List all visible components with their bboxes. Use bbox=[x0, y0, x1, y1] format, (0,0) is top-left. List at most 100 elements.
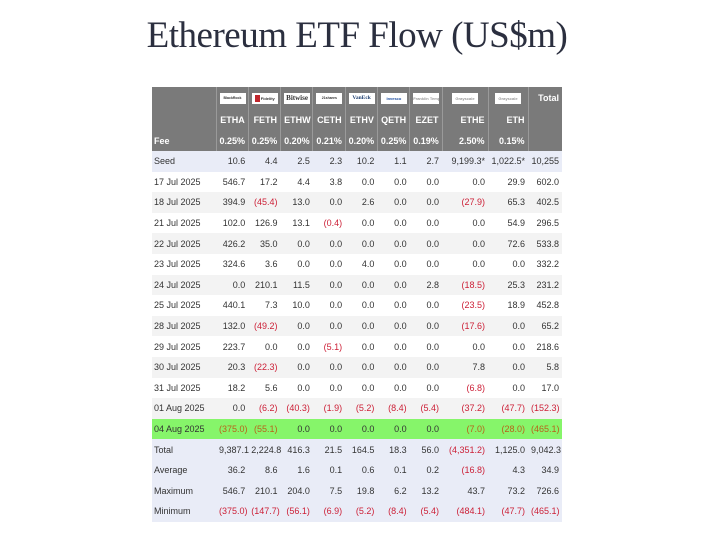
issuer-logo-icon: 21shares bbox=[316, 92, 343, 104]
flow-cell: 13.2 bbox=[409, 480, 442, 502]
flow-cell: 102.0 bbox=[216, 212, 249, 234]
flow-cell: 0.0 bbox=[409, 192, 442, 213]
issuer-logo-cell: Fidelity bbox=[247, 87, 281, 109]
flow-cell: 0.0 bbox=[345, 171, 378, 193]
flow-cell: 73.2 bbox=[488, 480, 528, 502]
flow-cell: 4.0 bbox=[345, 253, 378, 275]
flow-cell: (28.0) bbox=[488, 418, 528, 440]
issuer-logo-icon: Invesco bbox=[380, 92, 407, 104]
flow-cell: 0.0 bbox=[409, 336, 442, 357]
flow-cell: 0.0 bbox=[488, 336, 528, 357]
flow-cell: 1.1 bbox=[377, 151, 410, 172]
flow-cell: 0.0 bbox=[377, 377, 410, 399]
issuer-logo-icon: Fidelity bbox=[251, 92, 278, 104]
flow-cell: 0.0 bbox=[488, 315, 528, 337]
flow-cell: 54.9 bbox=[488, 212, 528, 234]
row-total-cell: 9,042.3 bbox=[528, 439, 562, 460]
flow-cell: 0.0 bbox=[377, 315, 410, 337]
flow-cell: 1,022.5* bbox=[488, 151, 528, 172]
issuer-logo-cell: Grayscale bbox=[441, 87, 488, 109]
flow-cell: 0.1 bbox=[377, 459, 410, 481]
flow-cell: 0.0 bbox=[442, 336, 488, 357]
fee-label: Fee bbox=[152, 130, 216, 151]
row-total-cell: 10,255 bbox=[528, 151, 562, 172]
flow-cell: (40.3) bbox=[280, 398, 313, 419]
flow-cell: 0.0 bbox=[216, 398, 249, 419]
row-total-cell: 231.2 bbox=[528, 274, 562, 296]
flow-cell: 0.0 bbox=[312, 377, 346, 399]
flow-cell: 35.0 bbox=[248, 233, 281, 254]
flow-cell: 17.2 bbox=[248, 171, 281, 193]
row-total-cell: 533.8 bbox=[528, 233, 562, 254]
flow-cell: 0.0 bbox=[248, 336, 281, 357]
etf-flow-table: BlackRock Fidelity Bitwise 21shares VanEck In… bbox=[152, 87, 562, 522]
flow-cell: (45.4) bbox=[248, 192, 281, 213]
issuer-logo-cell: Bitwise bbox=[280, 87, 313, 109]
flow-cell: 0.0 bbox=[312, 295, 346, 316]
flow-cell: 0.0 bbox=[280, 377, 313, 399]
flow-cell: (375.0) bbox=[216, 501, 249, 522]
flow-cell: 0.0 bbox=[409, 171, 442, 193]
flow-cell: 0.0 bbox=[488, 356, 528, 378]
flow-cell: (6.2) bbox=[248, 398, 281, 419]
flow-cell: 0.0 bbox=[280, 315, 313, 337]
flow-cell: 0.0 bbox=[488, 253, 528, 275]
table-row: 17 Jul 2025 546.7 17.2 4.4 3.8 0.0 0.0 0.0 0.0 29… bbox=[152, 171, 562, 193]
table-row: 31 Jul 2025 18.2 5.6 0.0 0.0 0.0 0.0 0.0 (6.8) 0.… bbox=[152, 377, 562, 399]
fee-value: 0.20% bbox=[280, 130, 313, 151]
flow-cell: 18.2 bbox=[216, 377, 249, 399]
flow-cell: 0.0 bbox=[345, 212, 378, 234]
flow-cell: (7.0) bbox=[442, 418, 488, 440]
row-label: Seed bbox=[152, 151, 216, 172]
flow-cell: 0.0 bbox=[216, 274, 249, 296]
flow-cell: 1.6 bbox=[280, 459, 313, 481]
flow-cell: 426.2 bbox=[216, 233, 249, 254]
table-row: 28 Jul 2025 132.0 (49.2) 0.0 0.0 0.0 0.0 0.0 (17… bbox=[152, 315, 562, 337]
ticker-header: FETH bbox=[247, 109, 281, 130]
flow-cell: 13.0 bbox=[280, 192, 313, 213]
flow-cell: (8.4) bbox=[377, 398, 410, 419]
summary-row: Minimum (375.0) (147.7) (56.1) (6.9) (5.2) (8.… bbox=[152, 501, 562, 522]
flow-cell: (375.0) bbox=[216, 418, 249, 440]
flow-cell: 21.5 bbox=[312, 439, 346, 460]
flow-cell: (56.1) bbox=[280, 501, 313, 522]
flow-cell: (5.4) bbox=[409, 501, 442, 522]
flow-cell: 416.3 bbox=[280, 439, 313, 460]
flow-cell: 0.0 bbox=[377, 336, 410, 357]
row-label: 01 Aug 2025 bbox=[152, 398, 216, 419]
issuer-logo-icon: Grayscale bbox=[452, 92, 478, 104]
row-total-cell: 602.0 bbox=[528, 171, 562, 193]
flow-cell: 2.8 bbox=[409, 274, 442, 296]
flow-cell: 2.7 bbox=[409, 151, 442, 172]
flow-cell: 7.8 bbox=[442, 356, 488, 378]
row-total-cell: 218.6 bbox=[528, 336, 562, 357]
row-total-cell: 5.8 bbox=[528, 356, 562, 378]
issuer-logo-text: Fidelity bbox=[260, 95, 275, 101]
flow-cell: 0.1 bbox=[312, 459, 346, 481]
flow-cell: 0.0 bbox=[312, 274, 346, 296]
fee-value: 0.25% bbox=[376, 130, 410, 151]
flow-cell: 0.0 bbox=[409, 356, 442, 378]
flow-cell: 210.1 bbox=[248, 274, 281, 296]
issuer-logo-cell: Grayscale bbox=[487, 87, 528, 109]
row-label: 30 Jul 2025 bbox=[152, 356, 216, 378]
flow-cell: (484.1) bbox=[442, 501, 488, 522]
flow-cell: (4,351.2) bbox=[442, 439, 488, 460]
flow-cell: 9,199.3* bbox=[442, 151, 488, 172]
flow-cell: 0.0 bbox=[442, 212, 488, 234]
flow-cell: 0.0 bbox=[409, 315, 442, 337]
flow-cell: (5.2) bbox=[345, 501, 378, 522]
flow-cell: 56.0 bbox=[409, 439, 442, 460]
flow-cell: 72.6 bbox=[488, 233, 528, 254]
row-label: Minimum bbox=[152, 501, 216, 522]
table-row: 24 Jul 2025 0.0 210.1 11.5 0.0 0.0 0.0 2.8 (18.5… bbox=[152, 274, 562, 296]
row-label: Total bbox=[152, 439, 216, 460]
ticker-corner-cell bbox=[152, 109, 216, 130]
row-label: Average bbox=[152, 459, 216, 481]
flow-cell: 2.5 bbox=[280, 151, 313, 172]
flow-cell: (0.4) bbox=[312, 212, 346, 234]
row-label: 24 Jul 2025 bbox=[152, 274, 216, 296]
ticker-header: QETH bbox=[376, 109, 410, 130]
table-row: 22 Jul 2025 426.2 35.0 0.0 0.0 0.0 0.0 0.0 0.0 72… bbox=[152, 233, 562, 254]
fee-value: 0.25% bbox=[247, 130, 281, 151]
